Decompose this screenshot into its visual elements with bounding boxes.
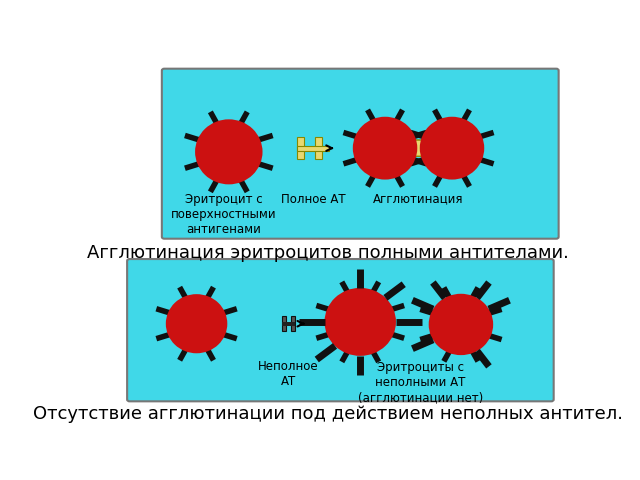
Text: Агглютинация: Агглютинация — [373, 192, 464, 205]
Text: Эритроциты с
неполными АТ
(агглютинации нет): Эритроциты с неполными АТ (агглютинации … — [358, 361, 483, 405]
Ellipse shape — [324, 288, 396, 356]
FancyBboxPatch shape — [413, 140, 424, 156]
Bar — [297, 145, 330, 151]
Bar — [282, 322, 295, 325]
Text: Неполное
АТ: Неполное АТ — [258, 360, 319, 388]
Ellipse shape — [420, 117, 484, 180]
Ellipse shape — [429, 294, 493, 355]
Bar — [297, 137, 304, 159]
Ellipse shape — [166, 294, 227, 353]
Text: Полное АТ: Полное АТ — [281, 192, 346, 205]
Bar — [282, 316, 286, 331]
Text: Эритроцит с
поверхностными
антигенами: Эритроцит с поверхностными антигенами — [171, 192, 276, 236]
Bar — [315, 137, 321, 159]
FancyBboxPatch shape — [127, 259, 554, 401]
Text: Агглютинация эритроцитов полными антителами.: Агглютинация эритроцитов полными антител… — [87, 244, 569, 262]
Ellipse shape — [353, 117, 417, 180]
Bar — [291, 316, 295, 331]
Text: Отсутствие агглютинации под действием неполных антител.: Отсутствие агглютинации под действием не… — [33, 405, 623, 423]
Ellipse shape — [195, 120, 262, 184]
FancyBboxPatch shape — [162, 69, 559, 239]
